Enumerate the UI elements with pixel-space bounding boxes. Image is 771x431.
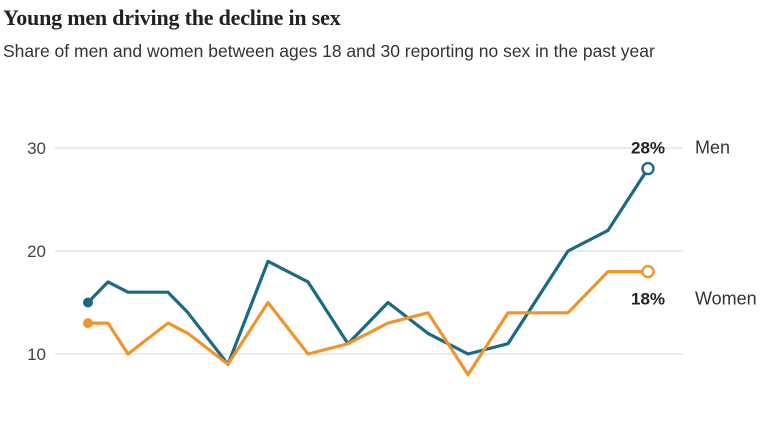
men-end-marker — [641, 161, 655, 176]
men-start-marker — [83, 297, 93, 308]
women-end-marker — [641, 264, 655, 279]
women-series-label: Women — [695, 289, 757, 309]
men-series-line — [86, 167, 650, 366]
chart-subtitle: Share of men and women between ages 18 a… — [3, 41, 655, 61]
men-series-label: Men — [695, 138, 730, 158]
women-end-value-label: 18% — [631, 290, 665, 309]
women-series-line — [86, 270, 650, 377]
y-tick-label: 10 — [27, 345, 46, 364]
men-end-value-label: 28% — [631, 139, 665, 158]
chart-title: Young men driving the decline in sex — [3, 5, 341, 30]
y-tick-label: 30 — [27, 139, 46, 158]
women-start-marker — [83, 318, 93, 329]
y-tick-label: 20 — [27, 242, 46, 261]
